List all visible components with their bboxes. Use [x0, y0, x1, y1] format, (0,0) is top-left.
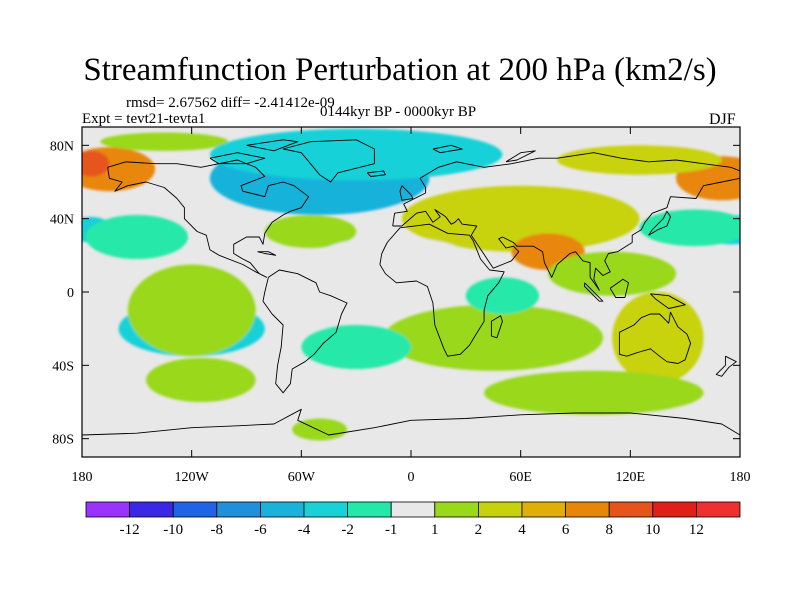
- colorbar-swatch-2: [172, 501, 218, 518]
- experiment-label: Expt = tevt21-tevta1: [82, 111, 206, 127]
- colorbar-label: -12: [120, 522, 140, 538]
- lon-tick-label: 180: [730, 470, 751, 485]
- chart-title: Streamfunction Perturbation at 200 hPa (…: [83, 52, 717, 88]
- coastline-13: [715, 355, 737, 377]
- colorbar-swatch-8: [434, 501, 479, 518]
- colorbar-swatch-6: [347, 501, 392, 518]
- coastline-2: [262, 269, 348, 394]
- lat-tick-label: 80S: [52, 433, 74, 448]
- coastline-6: [82, 408, 740, 436]
- colorbar-swatch-14: [696, 501, 741, 518]
- field-blob-15: [319, 237, 466, 274]
- lon-tick-label: 0: [408, 470, 415, 485]
- colorbar-swatch-11: [565, 501, 610, 518]
- coastline-5: [618, 311, 692, 364]
- colorbar-label: 4: [518, 522, 526, 538]
- field-blob-24: [484, 370, 704, 415]
- lon-tick-label: 120E: [616, 470, 646, 485]
- coastline-7: [399, 185, 414, 201]
- colorbar-label: -4: [298, 522, 311, 538]
- field-blob-18: [383, 304, 603, 371]
- coastline-10: [609, 278, 629, 298]
- field-blob-0: [82, 147, 156, 192]
- colorbar-label: -6: [254, 522, 267, 538]
- field-blob-1: [82, 150, 110, 177]
- coastline-1: [282, 139, 375, 183]
- lon-tick-label: 60E: [509, 470, 532, 485]
- colorbar-swatch-9: [477, 501, 523, 518]
- period-label: 0144kyr BP - 0000kyr BP: [320, 104, 477, 120]
- field-blob-23: [465, 277, 539, 315]
- field-blob-11: [639, 209, 740, 247]
- lat-tick-label: 40S: [52, 359, 74, 374]
- coastline-18: [246, 139, 299, 152]
- coastline-17: [209, 152, 266, 165]
- colorbar-label: 2: [475, 522, 483, 538]
- colorbar-swatch-3: [216, 501, 261, 518]
- lat-tick-label: 0: [67, 286, 74, 301]
- field-blob-17: [612, 292, 704, 384]
- coastline-12: [650, 293, 686, 309]
- colorbar-swatch-4: [259, 501, 305, 518]
- colorbar-swatch-13: [652, 501, 697, 518]
- field-blob-12: [401, 185, 640, 252]
- colorbar-label: -2: [341, 522, 354, 538]
- colorbar-swatch-1: [129, 501, 174, 518]
- map-panel: [81, 126, 741, 458]
- colorbar-swatch-5: [303, 501, 348, 518]
- field-blob-9: [85, 215, 188, 259]
- coastline-11: [584, 282, 604, 302]
- colorbar-label: -10: [163, 522, 183, 538]
- colorbar: -12 -10 -8 -6 -4 -2 -1 1 2 4 6 8 10 12: [85, 501, 741, 538]
- coastline-4: [392, 152, 740, 291]
- lon-tick-label: 120W: [175, 470, 210, 485]
- coastline-8: [648, 210, 671, 236]
- coastline-16: [505, 150, 536, 163]
- field-blob-14: [264, 215, 357, 248]
- field-blob-20: [146, 358, 256, 402]
- lon-tick-label: 180: [72, 470, 93, 485]
- colorbar-label: -8: [211, 522, 224, 538]
- colorbar-swatch-7: [390, 501, 436, 518]
- lat-tick-label: 80N: [50, 139, 74, 154]
- colorbar-label: 1: [431, 522, 439, 538]
- lat-tick-label: 40N: [50, 213, 74, 228]
- field-blob-7: [210, 128, 503, 181]
- lon-tick-label: 60W: [288, 470, 316, 485]
- field-blob-22: [301, 325, 412, 369]
- colorbar-label: 8: [605, 522, 613, 538]
- field-blob-21: [127, 264, 256, 357]
- stats-line: rmsd= 2.67562 diff= -2.41412e-09: [126, 95, 335, 111]
- season-label: DJF: [709, 111, 736, 128]
- coastline-9: [490, 315, 503, 339]
- coastline-14: [366, 170, 386, 177]
- colorbar-swatch-12: [608, 501, 654, 518]
- coastline-15: [432, 144, 463, 154]
- field-blob-16: [548, 251, 677, 296]
- colorbar-label: 12: [689, 522, 704, 538]
- map-axes: 80N 40N 0 40S 80S 180 120W 60W 0 60E 120E 180: [50, 127, 751, 485]
- colorbar-label: -1: [385, 522, 398, 538]
- coastline-19: [257, 251, 277, 256]
- colorbar-swatch-0: [85, 501, 130, 518]
- colorbar-label: 6: [562, 522, 570, 538]
- coastline-0: [107, 159, 310, 278]
- field-blob-3: [557, 145, 722, 175]
- field-blob-4: [100, 132, 229, 151]
- coastline-3: [379, 223, 505, 357]
- colorbar-label: 10: [645, 522, 660, 538]
- colorbar-swatch-10: [521, 501, 566, 518]
